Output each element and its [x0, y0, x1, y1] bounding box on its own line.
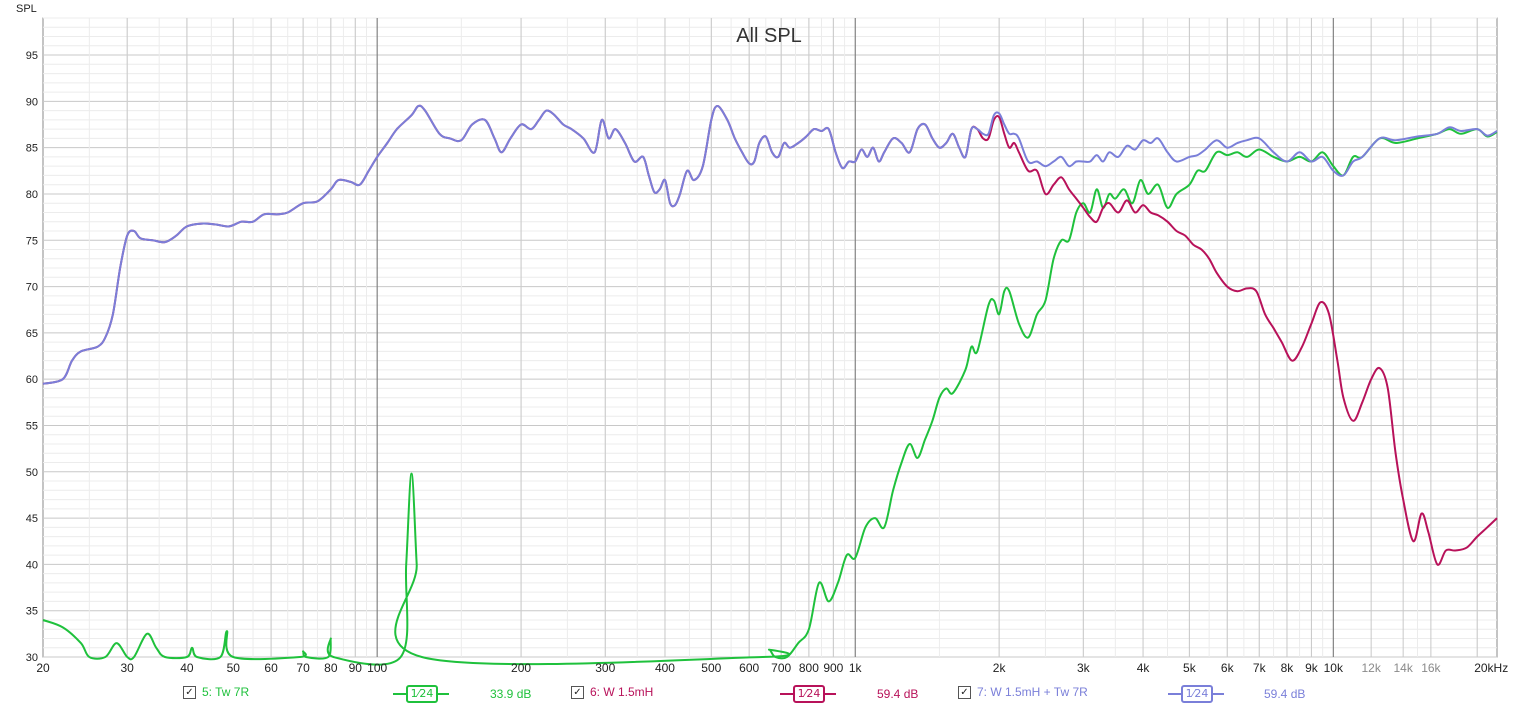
x-tick-label: 800 — [799, 661, 819, 675]
legend-item-tw-7r[interactable]: ✓ 5: Tw 7R — [183, 685, 249, 699]
x-tick-label: 200 — [511, 661, 531, 675]
series-line-5 — [42, 128, 1498, 666]
series-line-7 — [42, 104, 1498, 385]
x-tick-label: 16k — [1421, 661, 1441, 675]
chart-title: All SPL — [736, 25, 802, 47]
x-tick-label: 7k — [1253, 661, 1267, 675]
x-tick-label: 100 — [367, 661, 387, 675]
x-tick-label: 400 — [655, 661, 675, 675]
y-tick-label: 40 — [26, 559, 38, 571]
x-tick-label: 5k — [1183, 661, 1197, 675]
y-tick-label: 55 — [26, 420, 38, 432]
y-tick-label: 35 — [26, 606, 38, 618]
legend-checkbox[interactable]: ✓ — [958, 685, 971, 699]
legend-value: 33.9 dB — [490, 687, 532, 701]
x-tick-label: 14k — [1393, 661, 1413, 675]
y-tick-label: 30 — [26, 652, 38, 664]
legend-label: 6: W 1.5mH — [590, 685, 654, 699]
y-tick-label: 70 — [26, 282, 38, 294]
smoothing-control-tw-7r[interactable]: 1⁄24 — [393, 683, 449, 703]
x-tick-label: 500 — [701, 661, 721, 675]
legend-label: 7: W 1.5mH + Tw 7R — [977, 685, 1088, 699]
x-tick-label: 4k — [1137, 661, 1151, 675]
y-tick-label: 75 — [26, 235, 38, 247]
x-tick-label: 50 — [227, 661, 241, 675]
y-axis-label: SPL — [16, 3, 37, 15]
smoothing-label[interactable]: 1⁄24 — [406, 685, 438, 703]
legend-item-w-1-5mh-tw-7r[interactable]: ✓ 7: W 1.5mH + Tw 7R — [958, 685, 1088, 699]
legend-checkbox[interactable]: ✓ — [571, 685, 584, 699]
x-tick-label: 70 — [296, 661, 310, 675]
x-tick-label: 900 — [823, 661, 843, 675]
y-tick-label: 65 — [26, 328, 38, 340]
y-tick-label: 80 — [26, 189, 38, 201]
legend-value: 59.4 dB — [1264, 687, 1306, 701]
y-tick-label: 60 — [26, 374, 38, 386]
plot-area — [42, 17, 1498, 658]
x-tick-label: 40 — [180, 661, 194, 675]
legend-item-w-1-5mh[interactable]: ✓ 6: W 1.5mH — [571, 685, 653, 699]
x-tick-label: 3k — [1077, 661, 1091, 675]
x-tick-label: 600 — [739, 661, 759, 675]
smoothing-label[interactable]: 1⁄24 — [793, 685, 825, 703]
legend: ✓ 5: Tw 7R 1⁄24 33.9 dB ✓ 6: W 1.5mH 1⁄2… — [0, 683, 1518, 707]
x-tick-label: 60 — [264, 661, 278, 675]
legend-value: 59.4 dB — [877, 687, 919, 701]
x-tick-label: 10k — [1324, 661, 1344, 675]
y-tick-label: 95 — [26, 50, 38, 62]
series-group — [42, 104, 1498, 666]
y-tick-label: 50 — [26, 467, 38, 479]
x-tick-label: 1k — [849, 661, 863, 675]
smoothing-control-w-1-5mh-tw-7r[interactable]: 1⁄24 — [1168, 683, 1224, 703]
smoothing-control-w-1-5mh[interactable]: 1⁄24 — [780, 683, 836, 703]
x-tick-label: 80 — [324, 661, 338, 675]
x-tick-label: 6k — [1221, 661, 1235, 675]
legend-checkbox[interactable]: ✓ — [183, 685, 196, 699]
legend-label: 5: Tw 7R — [202, 685, 250, 699]
y-tick-label: 90 — [26, 96, 38, 108]
x-tick-label: 9k — [1305, 661, 1319, 675]
y-tick-label: 85 — [26, 143, 38, 155]
x-tick-label: 2k — [993, 661, 1007, 675]
x-tick-label: 90 — [349, 661, 363, 675]
y-tick-label: 45 — [26, 513, 38, 525]
x-tick-label: 20 — [36, 661, 50, 675]
x-tick-label: 20kHz — [1474, 661, 1508, 675]
grid — [43, 17, 1497, 658]
x-tick-label: 700 — [771, 661, 791, 675]
x-tick-label: 30 — [121, 661, 135, 675]
x-tick-label: 300 — [595, 661, 615, 675]
smoothing-label[interactable]: 1⁄24 — [1181, 685, 1213, 703]
x-tick-label: 8k — [1281, 661, 1295, 675]
x-tick-label: 12k — [1361, 661, 1381, 675]
